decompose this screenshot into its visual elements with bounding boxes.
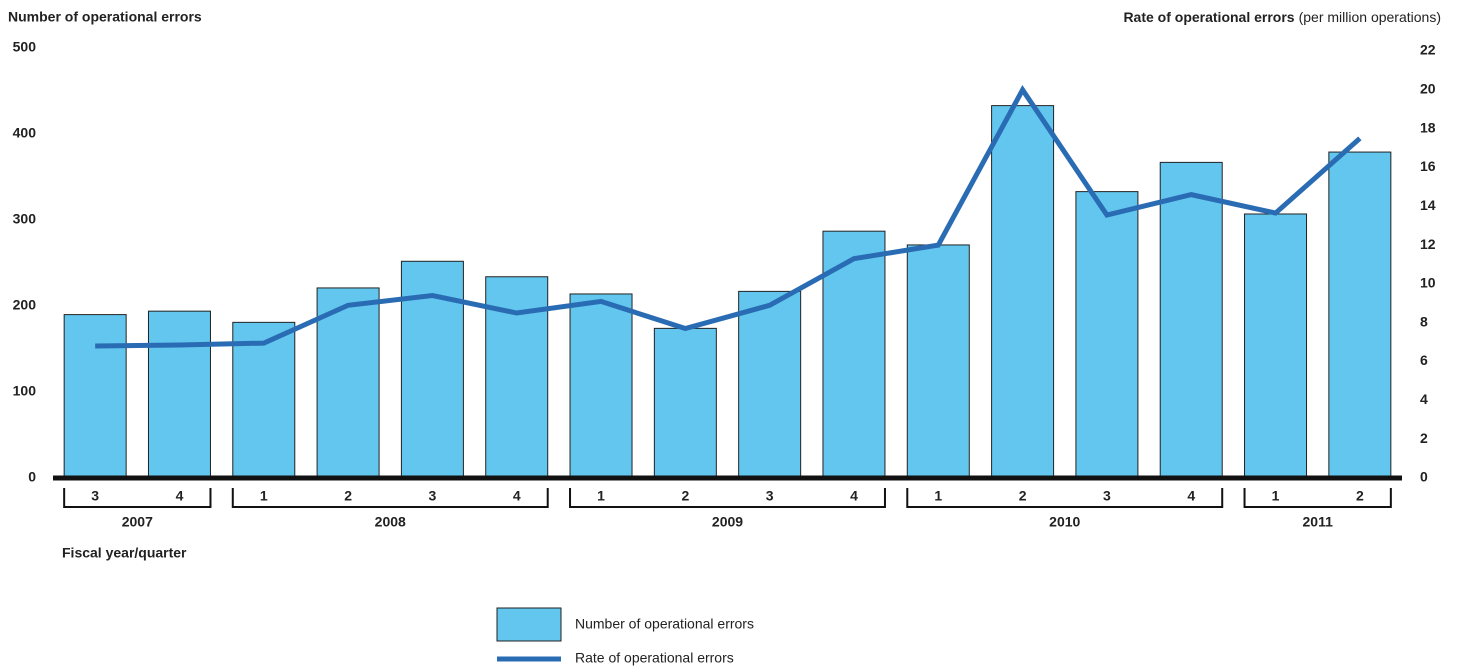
x-tick-label: 2: [344, 488, 352, 504]
x-tick-label: 2: [1019, 488, 1027, 504]
x-tick-label: 2: [681, 488, 689, 504]
group-label: 2011: [1303, 514, 1334, 530]
y-tick-label: 0: [28, 469, 36, 485]
bar: [1159, 161, 1223, 479]
y2-tick-label: 14: [1420, 197, 1436, 213]
group-bracket: [1243, 488, 1392, 508]
bar: [63, 314, 127, 479]
y2-tick-label: 16: [1420, 158, 1436, 174]
x-tick-label: 4: [176, 488, 184, 504]
bar: [1328, 151, 1392, 479]
x-tick-label: 4: [513, 488, 521, 504]
group-bracket: [569, 488, 886, 508]
group-bracket: [906, 488, 1224, 508]
bar: [1075, 191, 1139, 479]
group-bracket: [231, 488, 549, 508]
x-tick-label: 4: [850, 488, 858, 504]
y2-tick-label: 8: [1420, 313, 1428, 329]
bar: [991, 105, 1055, 479]
group-label: 2008: [375, 514, 406, 530]
bar: [147, 310, 211, 479]
x-tick-label: 1: [1272, 488, 1280, 504]
bar: [653, 327, 717, 479]
x-tick-label: 3: [766, 488, 774, 504]
y-tick-label: 100: [13, 383, 37, 399]
y2-tick-label: 0: [1420, 469, 1428, 485]
x-tick-label: 1: [934, 488, 942, 504]
legend-label: Rate of operational errors: [575, 650, 734, 666]
y2-axis-label: Rate of operational errors (per million o…: [1123, 9, 1441, 25]
line: [95, 85, 1362, 349]
group-label: 2007: [122, 514, 153, 530]
x-tick-label: 1: [597, 488, 605, 504]
x-tick-label: 3: [91, 488, 99, 504]
bar: [906, 244, 970, 479]
x-axis-label: Fiscal year/quarter: [62, 545, 187, 561]
bar: [569, 293, 633, 479]
y2-tick-label: 2: [1420, 430, 1428, 446]
y-tick-label: 300: [13, 211, 37, 227]
y2-tick-label: 12: [1420, 236, 1436, 252]
x-tick-label: 3: [1103, 488, 1111, 504]
x-tick-label: 2: [1356, 488, 1364, 504]
y2-tick-label: 4: [1420, 391, 1428, 407]
x-tick-label: 4: [1187, 488, 1195, 504]
legend-label: Number of operational errors: [575, 616, 754, 632]
x-tick-label: 1: [260, 488, 268, 504]
y2-tick-label: 10: [1420, 275, 1436, 291]
y2-tick-label: 18: [1420, 119, 1436, 135]
group-label: 2010: [1049, 514, 1080, 530]
y-tick-label: 400: [13, 125, 37, 141]
legend-swatch: [496, 607, 562, 642]
y-axis-label: Number of operational errors: [8, 9, 202, 25]
x-tick-label: 3: [429, 488, 437, 504]
y-tick-label: 200: [13, 297, 37, 313]
y2-axis-note: (per million operations): [1299, 9, 1441, 25]
y2-tick-label: 22: [1420, 42, 1436, 58]
y2-axis-title: Rate of operational errors: [1123, 9, 1294, 25]
bar: [316, 287, 380, 479]
y-tick-label: 500: [13, 39, 37, 55]
group-bracket: [63, 488, 212, 508]
bar: [1244, 213, 1308, 479]
group-label: 2009: [712, 514, 743, 530]
bar: [738, 290, 802, 479]
bar: [232, 321, 296, 479]
y2-tick-label: 6: [1420, 352, 1428, 368]
y2-tick-label: 20: [1420, 81, 1436, 97]
